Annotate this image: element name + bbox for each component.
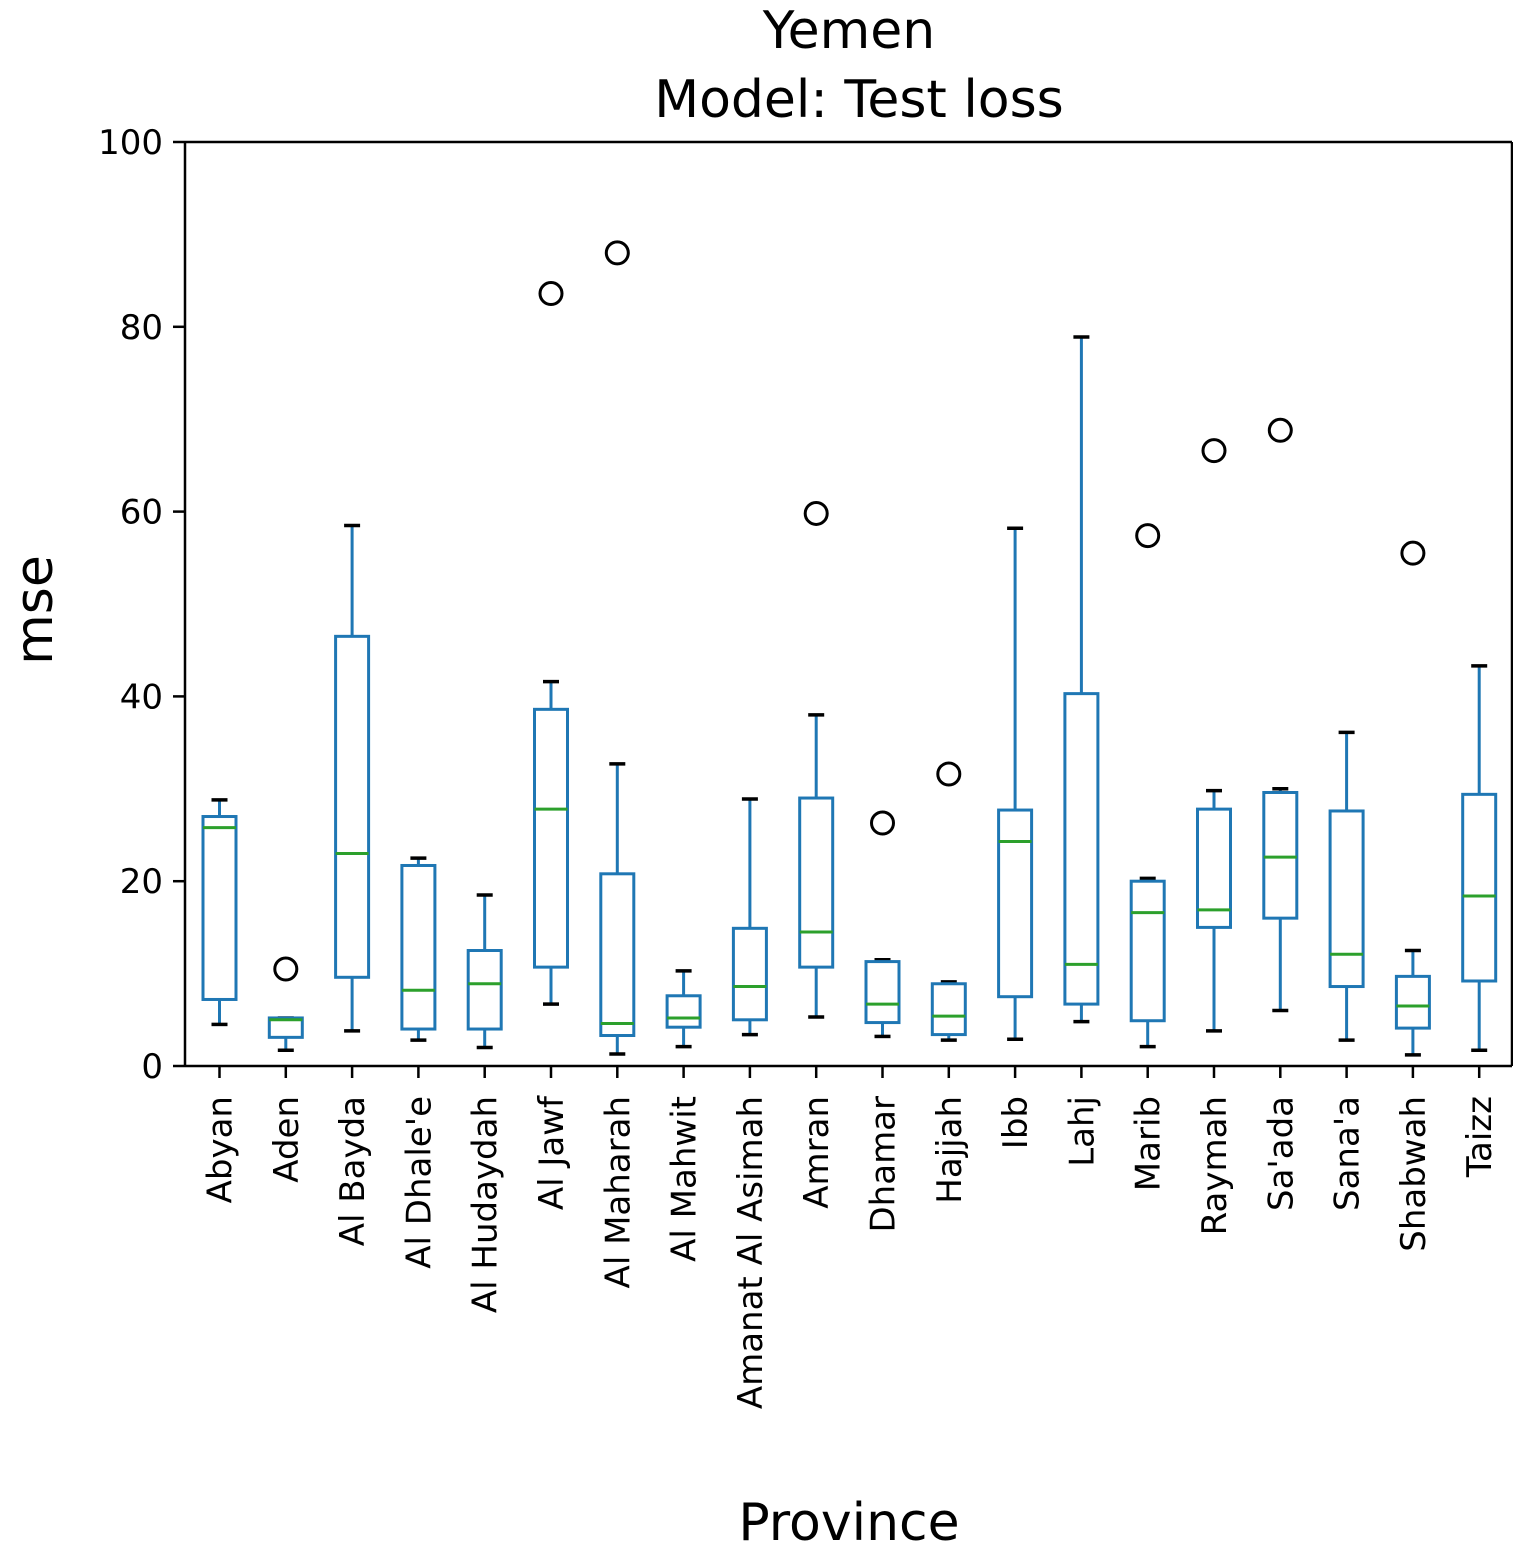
y-tick-label: 20 bbox=[120, 862, 163, 902]
box bbox=[599, 872, 636, 1038]
x-tick-label: Dhamar bbox=[864, 1096, 904, 1233]
x-tick-label: Shabwah bbox=[1394, 1096, 1434, 1252]
x-tick-label: Abyan bbox=[201, 1096, 241, 1203]
x-tick-label: Ibb bbox=[996, 1096, 1036, 1149]
y-tick-label: 0 bbox=[141, 1047, 163, 1087]
box bbox=[930, 982, 967, 1037]
x-tick-label: Al Dhale'e bbox=[399, 1096, 439, 1269]
box bbox=[334, 634, 371, 979]
outlier-point bbox=[538, 281, 564, 307]
x-tick-label: Amanat Al Asimah bbox=[731, 1096, 771, 1409]
chart-subtitle: Model: Test loss bbox=[654, 70, 1064, 130]
outlier-point bbox=[604, 240, 630, 266]
y-tick-label: 80 bbox=[120, 308, 163, 348]
x-tick-label: Al Mahwit bbox=[665, 1096, 705, 1262]
box bbox=[533, 707, 569, 969]
x-tick-label: Lahj bbox=[1062, 1096, 1102, 1167]
box bbox=[1262, 790, 1299, 920]
outlier-point bbox=[273, 956, 299, 982]
box bbox=[1394, 974, 1431, 1030]
x-tick-label: Amran bbox=[797, 1096, 837, 1209]
box bbox=[1129, 879, 1166, 1023]
x-tick-label: Raymah bbox=[1195, 1096, 1235, 1235]
y-tick-label: 60 bbox=[120, 493, 163, 533]
outlier-point bbox=[1267, 417, 1293, 443]
outlier-point bbox=[870, 810, 895, 836]
box bbox=[1063, 692, 1100, 1006]
y-tick-label: 40 bbox=[120, 677, 163, 717]
box bbox=[400, 863, 437, 1031]
outlier-point bbox=[803, 500, 829, 526]
x-axis-label: Province bbox=[738, 1493, 959, 1553]
box bbox=[997, 808, 1034, 999]
x-tick-label: Sa'ada bbox=[1261, 1096, 1301, 1211]
y-tick-label: 100 bbox=[98, 123, 163, 163]
outlier-point bbox=[1201, 438, 1227, 464]
outlier-point bbox=[1400, 540, 1426, 566]
x-tick-label: Taizz bbox=[1460, 1096, 1500, 1178]
outlier-point bbox=[1135, 523, 1161, 549]
box bbox=[798, 796, 835, 969]
x-tick-label: Aden bbox=[267, 1096, 307, 1183]
chart-title: Yemen bbox=[762, 1, 935, 61]
x-tick-label: Al Maharah bbox=[598, 1096, 638, 1288]
plot-area: 0 20 40 60 80 100 Abyan Aden Al Bayda Al Dhale'e A… bbox=[98, 123, 1513, 1409]
box bbox=[466, 949, 503, 1031]
x-tick-label: Al Hudaydah bbox=[466, 1096, 506, 1313]
y-axis-label: mse bbox=[5, 555, 65, 665]
x-tick-label: Hajjah bbox=[930, 1096, 970, 1204]
box bbox=[1461, 792, 1498, 983]
box bbox=[665, 994, 702, 1029]
box bbox=[201, 815, 238, 1001]
box bbox=[1196, 807, 1232, 929]
outlier-point bbox=[936, 761, 962, 787]
x-tick-label: Marib bbox=[1129, 1096, 1169, 1191]
x-tick-label: Al Bayda bbox=[333, 1096, 373, 1246]
x-tick-label: Al Jawf bbox=[532, 1095, 572, 1210]
x-tick-label: Sana'a bbox=[1328, 1096, 1368, 1211]
box bbox=[731, 926, 768, 1022]
box bbox=[1328, 809, 1365, 989]
box bbox=[864, 960, 901, 1025]
box bbox=[267, 1016, 304, 1039]
